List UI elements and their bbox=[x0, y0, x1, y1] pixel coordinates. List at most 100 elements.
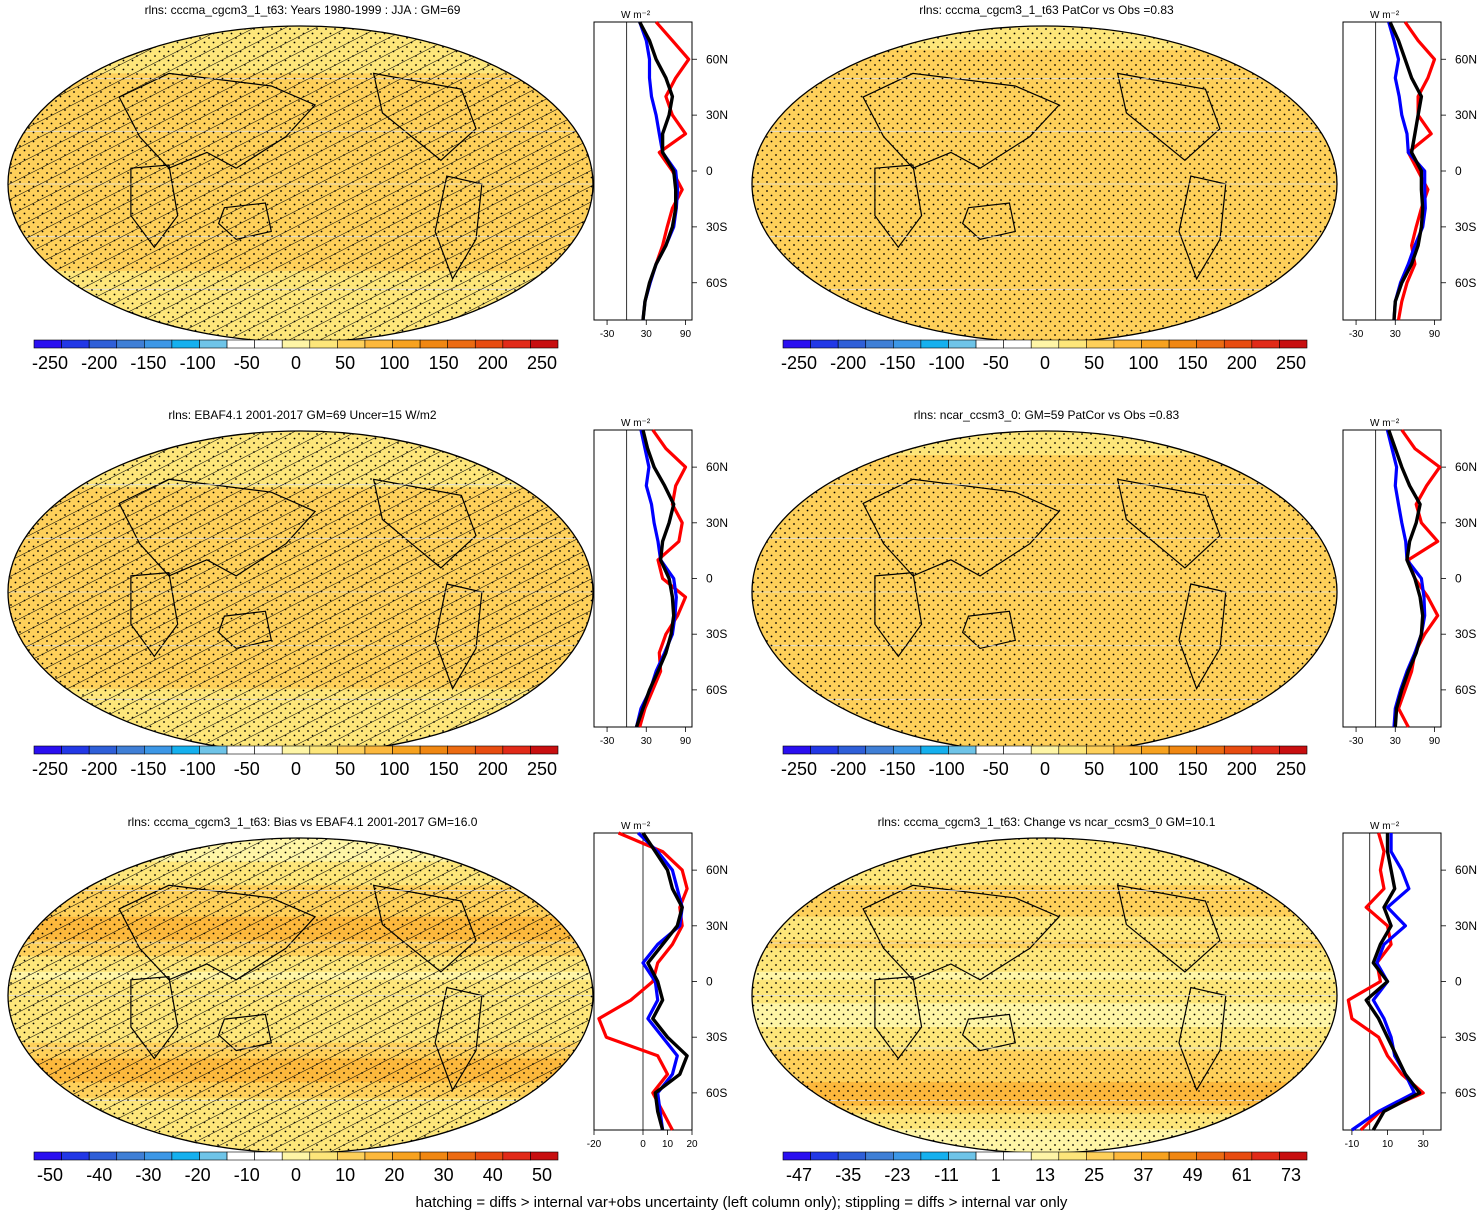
colorbar-label: 0 bbox=[291, 353, 301, 373]
colorbar-swatch bbox=[144, 1151, 173, 1161]
colorbar-swatch bbox=[254, 339, 283, 349]
zonal-lat-label: 60S bbox=[1455, 276, 1476, 290]
zonal-lat-label: 0 bbox=[1455, 572, 1462, 586]
colorbar-swatch bbox=[116, 1151, 145, 1161]
zonal-xtick-label: -10 bbox=[1345, 1139, 1360, 1150]
zonal-line-black bbox=[1388, 21, 1425, 321]
footer-note: hatching = diffs > internal var+obs unce… bbox=[415, 1194, 1068, 1211]
colorbar-swatch bbox=[61, 1151, 90, 1161]
hatching bbox=[8, 838, 593, 1153]
colorbar-label: 61 bbox=[1232, 1165, 1252, 1185]
panel-title: rlns: cccma_cgcm3_1_t63: Years 1980-1999… bbox=[145, 3, 461, 17]
colorbar-label: 100 bbox=[1128, 353, 1158, 373]
colorbar-label: -200 bbox=[830, 353, 866, 373]
colorbar-swatch bbox=[171, 745, 200, 755]
zonal-frame bbox=[1342, 21, 1442, 321]
colorbar-swatch bbox=[144, 745, 173, 755]
colorbar-swatch bbox=[309, 745, 338, 755]
colorbar-swatch bbox=[782, 1151, 811, 1161]
zonal-lat-label: 30S bbox=[706, 220, 727, 234]
colorbar-swatch bbox=[1168, 339, 1197, 349]
colorbar-swatch bbox=[865, 745, 894, 755]
colorbar-swatch bbox=[1223, 1151, 1253, 1161]
zonal-lat-label: 60N bbox=[706, 863, 728, 877]
zonal-lat-label: 30N bbox=[706, 108, 728, 122]
colorbar-label: -200 bbox=[81, 759, 117, 779]
colorbar-label: 200 bbox=[478, 759, 508, 779]
colorbar-swatch bbox=[1141, 1151, 1170, 1161]
colorbar-label: 50 bbox=[335, 759, 355, 779]
colorbar-swatch bbox=[364, 1151, 393, 1161]
colorbar-label: -100 bbox=[180, 759, 216, 779]
zonal-lat-label: 0 bbox=[1455, 975, 1462, 989]
zonal-lat-label: 60S bbox=[706, 1086, 727, 1100]
zonal-unit: W m⁻² bbox=[1370, 418, 1400, 429]
colorbar-swatch bbox=[88, 339, 118, 349]
zonal-lat-label: 30N bbox=[1455, 919, 1477, 933]
colorbar-swatch bbox=[1003, 745, 1032, 755]
colorbar-swatch bbox=[171, 339, 200, 349]
zonal-xtick-label: 30 bbox=[1390, 329, 1402, 340]
zonal-xtick-label: 90 bbox=[680, 736, 692, 747]
colorbar-swatch bbox=[254, 745, 283, 755]
colorbar-label: 0 bbox=[291, 759, 301, 779]
zonal-lat-label: 0 bbox=[706, 975, 713, 989]
colorbar-swatch bbox=[337, 1151, 366, 1161]
colorbar-swatch bbox=[1251, 339, 1280, 349]
colorbar-swatch bbox=[61, 339, 90, 349]
zonal-lat-label: 60N bbox=[1455, 52, 1477, 66]
map-field bbox=[8, 26, 593, 342]
colorbar-swatch bbox=[837, 745, 867, 755]
colorbar-label: 250 bbox=[1276, 759, 1306, 779]
colorbar-swatch bbox=[392, 1151, 421, 1161]
zonal-lat-label: 60S bbox=[1455, 683, 1476, 697]
zonal-unit: W m⁻² bbox=[621, 418, 651, 429]
colorbar-swatch bbox=[1279, 339, 1308, 349]
colorbar-swatch bbox=[975, 339, 1004, 349]
zonal-unit: W m⁻² bbox=[621, 821, 651, 832]
colorbar: -47 -35 -23 -11 1 13 25 37 49 61 73 bbox=[782, 1151, 1308, 1185]
colorbar-swatch bbox=[893, 339, 922, 349]
zonal-line-blue bbox=[1387, 21, 1427, 321]
zonal-lat-label: 30S bbox=[1455, 220, 1476, 234]
zonal-xtick-label: -30 bbox=[600, 329, 615, 340]
colorbar-swatch bbox=[116, 339, 145, 349]
zonal-profile: W m⁻² -30 30 90 60N 30N 0 30S 60S bbox=[1342, 418, 1477, 747]
colorbar-swatch bbox=[1141, 339, 1170, 349]
zonal-lat-label: 30N bbox=[1455, 516, 1477, 530]
colorbar-swatch bbox=[1003, 1151, 1032, 1161]
colorbar-swatch bbox=[810, 745, 839, 755]
colorbar-label: 100 bbox=[379, 353, 409, 373]
colorbar-swatch bbox=[1168, 1151, 1197, 1161]
colorbar-swatch bbox=[810, 1151, 839, 1161]
zonal-lat-label: 60N bbox=[706, 460, 728, 474]
stippling bbox=[752, 26, 1337, 342]
colorbar-swatch bbox=[1196, 1151, 1225, 1161]
colorbar-swatch bbox=[1251, 745, 1280, 755]
zonal-profile: W m⁻² -30 30 90 60N 30N 0 30S 60S bbox=[593, 10, 728, 340]
colorbar-swatch bbox=[502, 339, 531, 349]
colorbar-swatch bbox=[1196, 745, 1225, 755]
colorbar-label: -250 bbox=[781, 353, 817, 373]
zonal-lat-label: 60N bbox=[1455, 863, 1477, 877]
zonal-xtick-label: 90 bbox=[1429, 736, 1441, 747]
colorbar-label: -250 bbox=[32, 353, 68, 373]
colorbar-swatch bbox=[865, 1151, 894, 1161]
zonal-xtick-label: 30 bbox=[641, 329, 653, 340]
colorbar-swatch bbox=[1086, 1151, 1115, 1161]
colorbar: -250 -200 -150 -100 -50 0 50 100 150 200 250 bbox=[32, 339, 559, 373]
map-field bbox=[752, 431, 1337, 753]
colorbar-swatch bbox=[782, 339, 811, 349]
colorbar-swatch bbox=[88, 745, 118, 755]
zonal-frame bbox=[593, 429, 693, 728]
colorbar-label: 50 bbox=[1084, 353, 1104, 373]
zonal-lat-label: 30N bbox=[706, 919, 728, 933]
colorbar-label: -47 bbox=[786, 1165, 812, 1185]
colorbar-swatch bbox=[1113, 1151, 1142, 1161]
colorbar-label: 73 bbox=[1281, 1165, 1301, 1185]
colorbar-swatch bbox=[474, 339, 504, 349]
colorbar-label: -150 bbox=[130, 759, 166, 779]
colorbar-label: 0 bbox=[1040, 353, 1050, 373]
zonal-xtick-label: 30 bbox=[641, 736, 653, 747]
